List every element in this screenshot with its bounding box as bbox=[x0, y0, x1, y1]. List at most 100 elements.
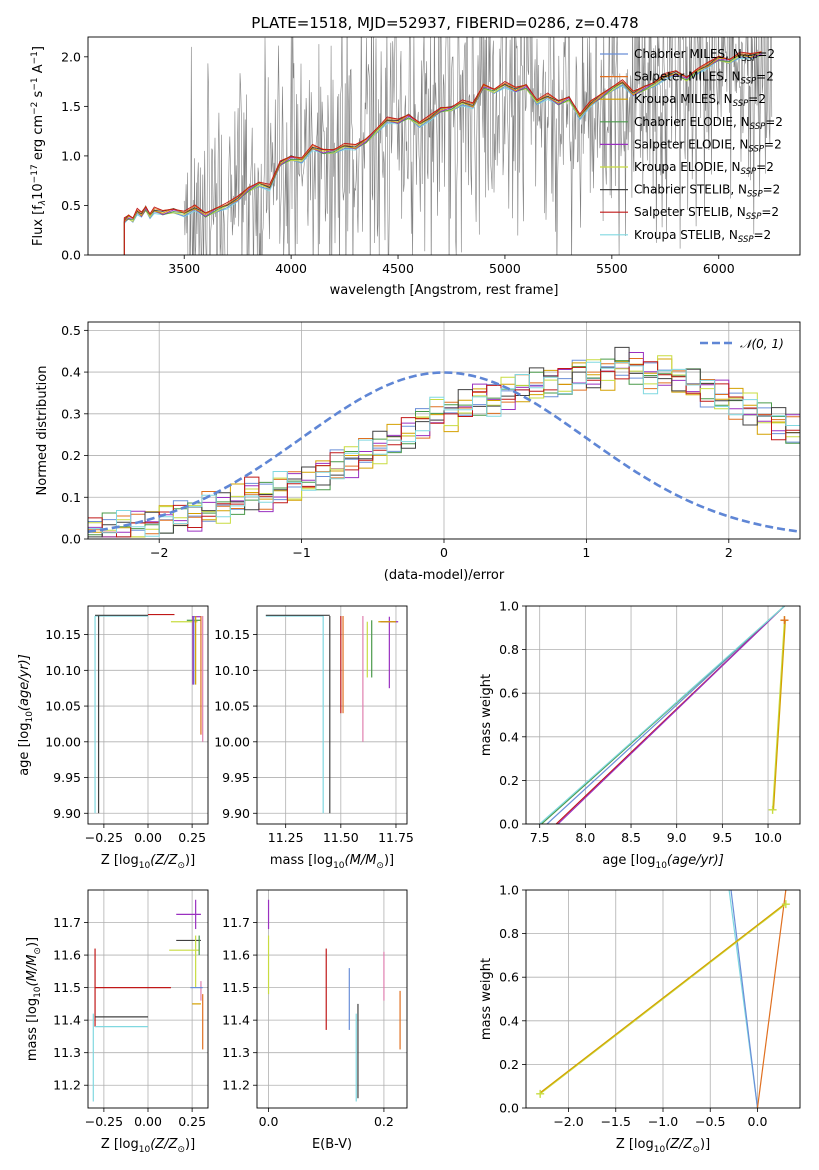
x-tick-label: 4500 bbox=[382, 261, 414, 276]
y-axis-label: mass weight bbox=[479, 674, 494, 756]
legend-tail: =2 bbox=[763, 183, 781, 197]
y-tick-label: 0.8 bbox=[499, 642, 519, 657]
y-tick-label: 11.5 bbox=[222, 980, 250, 995]
label-part: Z [log bbox=[101, 1137, 139, 1152]
segment-kroupa_elodie bbox=[539, 903, 787, 1095]
y-tick-label: 11.3 bbox=[222, 1045, 250, 1060]
segment-chabrier_miles bbox=[730, 890, 759, 1108]
y-tick-label: 0.6 bbox=[499, 970, 519, 985]
axes-frame bbox=[256, 605, 408, 825]
legend-sub: SSP bbox=[733, 99, 749, 109]
legend-tail: =2 bbox=[757, 47, 775, 61]
legend-label: Salpeter MILES, NSSP=2 bbox=[634, 70, 774, 87]
hist-step-salpeter_stelib bbox=[88, 361, 800, 538]
x-axis-label: (data-model)/error bbox=[384, 568, 505, 583]
x-tick-label: −0.5 bbox=[695, 1114, 725, 1129]
x-tick-label: 8.0 bbox=[575, 830, 595, 845]
label-part: mass [log bbox=[25, 998, 40, 1061]
legend-name: Chabrier ELODIE, N bbox=[634, 115, 750, 129]
y-tick-label: 10.05 bbox=[214, 699, 250, 714]
axes-frame bbox=[256, 889, 408, 1109]
y-tick-label: 11.2 bbox=[222, 1078, 250, 1093]
x-tick-label: 2 bbox=[725, 545, 733, 560]
legend-label: Chabrier STELIB, NSSP=2 bbox=[634, 183, 780, 200]
legend-label: Salpeter STELIB, NSSP=2 bbox=[634, 205, 779, 222]
legend-label: Kroupa ELODIE, NSSP=2 bbox=[634, 160, 774, 177]
label-part: 10 bbox=[654, 1145, 666, 1155]
y-tick-label: 0.8 bbox=[499, 926, 519, 941]
label-part: )] bbox=[185, 853, 195, 868]
label-part: ⊙ bbox=[33, 947, 43, 955]
y-tick-label: 10.15 bbox=[214, 627, 250, 642]
label-part: (Z/Z bbox=[150, 1137, 178, 1152]
x-axis-label: Z [log10(Z/Z⊙)] bbox=[616, 1137, 710, 1155]
y-tick-label: 10.10 bbox=[45, 663, 81, 678]
model-line-kroupa_elodie bbox=[123, 54, 762, 255]
y-tick-label: 10.10 bbox=[214, 663, 250, 678]
legend-sub: SSP bbox=[742, 54, 758, 64]
label-part: ⊙ bbox=[177, 861, 185, 871]
axes-frame bbox=[87, 889, 209, 1109]
panel-age-vs-Z: −0.25 0.00 0.25 9.90 9.95 10.00 10.05 10.10 10.1… bbox=[17, 605, 209, 871]
label-part: age [log bbox=[17, 723, 32, 776]
x-tick-label: 5500 bbox=[596, 261, 628, 276]
x-tick-label: −0.25 bbox=[85, 1114, 123, 1129]
x-tick-label: 6000 bbox=[703, 261, 735, 276]
y-tick-label: 10.05 bbox=[45, 699, 81, 714]
plot-area-age-vs-Z bbox=[88, 606, 208, 824]
x-tick-label: 0.25 bbox=[178, 830, 206, 845]
y-tick-label: 0.4 bbox=[61, 365, 81, 380]
segment-chabrier_miles bbox=[546, 606, 785, 824]
x-axis-label: Z [log10(Z/Z⊙)] bbox=[101, 853, 195, 871]
y-tick-label: 1.0 bbox=[499, 599, 519, 614]
y-tick-label: 11.6 bbox=[222, 948, 250, 963]
label-part: Z [log bbox=[616, 1137, 654, 1152]
y-tick-label: 0.5 bbox=[61, 323, 81, 338]
legend-tail: =2 bbox=[748, 92, 766, 106]
panel-weight-vs-age: 7.5 8.0 8.5 9.0 9.5 10.0 0.0 0.2 0.4 0.6 0.8 1.0 age… bbox=[479, 599, 801, 871]
x-tick-label: 9.5 bbox=[712, 830, 732, 845]
legend-label: Salpeter ELODIE, NSSP=2 bbox=[634, 137, 782, 154]
segment-salpeter_miles bbox=[756, 890, 787, 1108]
label-part: 10 bbox=[655, 861, 667, 871]
x-axis-label: E(B-V) bbox=[312, 1137, 352, 1152]
label-part: −1 bbox=[30, 51, 40, 64]
x-tick-label: 1 bbox=[582, 545, 590, 560]
label-part: (M/M bbox=[25, 955, 40, 987]
legend-label: Chabrier ELODIE, NSSP=2 bbox=[634, 115, 783, 132]
legend-name: Chabrier STELIB, N bbox=[634, 183, 747, 197]
x-tick-label: 11.25 bbox=[268, 830, 304, 845]
x-tick-label: 9.0 bbox=[667, 830, 687, 845]
y-tick-label: 11.6 bbox=[53, 948, 81, 963]
marker-kroupa_elodie bbox=[768, 805, 777, 814]
label-part: (Z/Z bbox=[665, 1137, 693, 1152]
y-axis-label: Normed distribution bbox=[35, 366, 50, 496]
y-tick-label: 0.0 bbox=[499, 1101, 519, 1116]
legend-sub: SSP bbox=[741, 77, 757, 87]
label-part: (age/yr)] bbox=[17, 654, 32, 711]
y-tick-label: 11.7 bbox=[222, 915, 250, 930]
axes-frame bbox=[525, 605, 801, 825]
label-part: (M/M bbox=[345, 853, 377, 868]
label-part: 10 bbox=[25, 711, 35, 723]
legend-sub: SSP bbox=[750, 122, 766, 132]
segment-kroupa_miles bbox=[772, 620, 786, 810]
x-tick-label: −0.25 bbox=[85, 830, 123, 845]
x-tick-label: 0.2 bbox=[374, 1114, 394, 1129]
x-axis-label: Z [log10(Z/Z⊙)] bbox=[101, 1137, 195, 1155]
label-part: −1 bbox=[30, 77, 40, 90]
label-part: ⊙ bbox=[177, 1145, 185, 1155]
y-tick-label: 0.4 bbox=[499, 1013, 519, 1028]
label-part: )] bbox=[25, 937, 40, 947]
panel-mass-vs-Z: −0.25 0.00 0.25 11.2 11.3 11.4 11.5 11.6 11.7 Z [… bbox=[25, 889, 209, 1155]
x-tick-label: 3500 bbox=[168, 261, 200, 276]
x-tick-label: 0.25 bbox=[178, 1114, 206, 1129]
label-part: −17 bbox=[30, 164, 40, 183]
x-tick-label: −1.0 bbox=[648, 1114, 678, 1129]
legend-name: Kroupa ELODIE, N bbox=[634, 160, 741, 174]
axes-frame bbox=[87, 36, 801, 256]
label-part: 10 bbox=[31, 183, 46, 200]
x-tick-label: 0 bbox=[440, 545, 448, 560]
y-tick-label: 0.2 bbox=[499, 1057, 519, 1072]
legend-tail: =2 bbox=[756, 160, 774, 174]
